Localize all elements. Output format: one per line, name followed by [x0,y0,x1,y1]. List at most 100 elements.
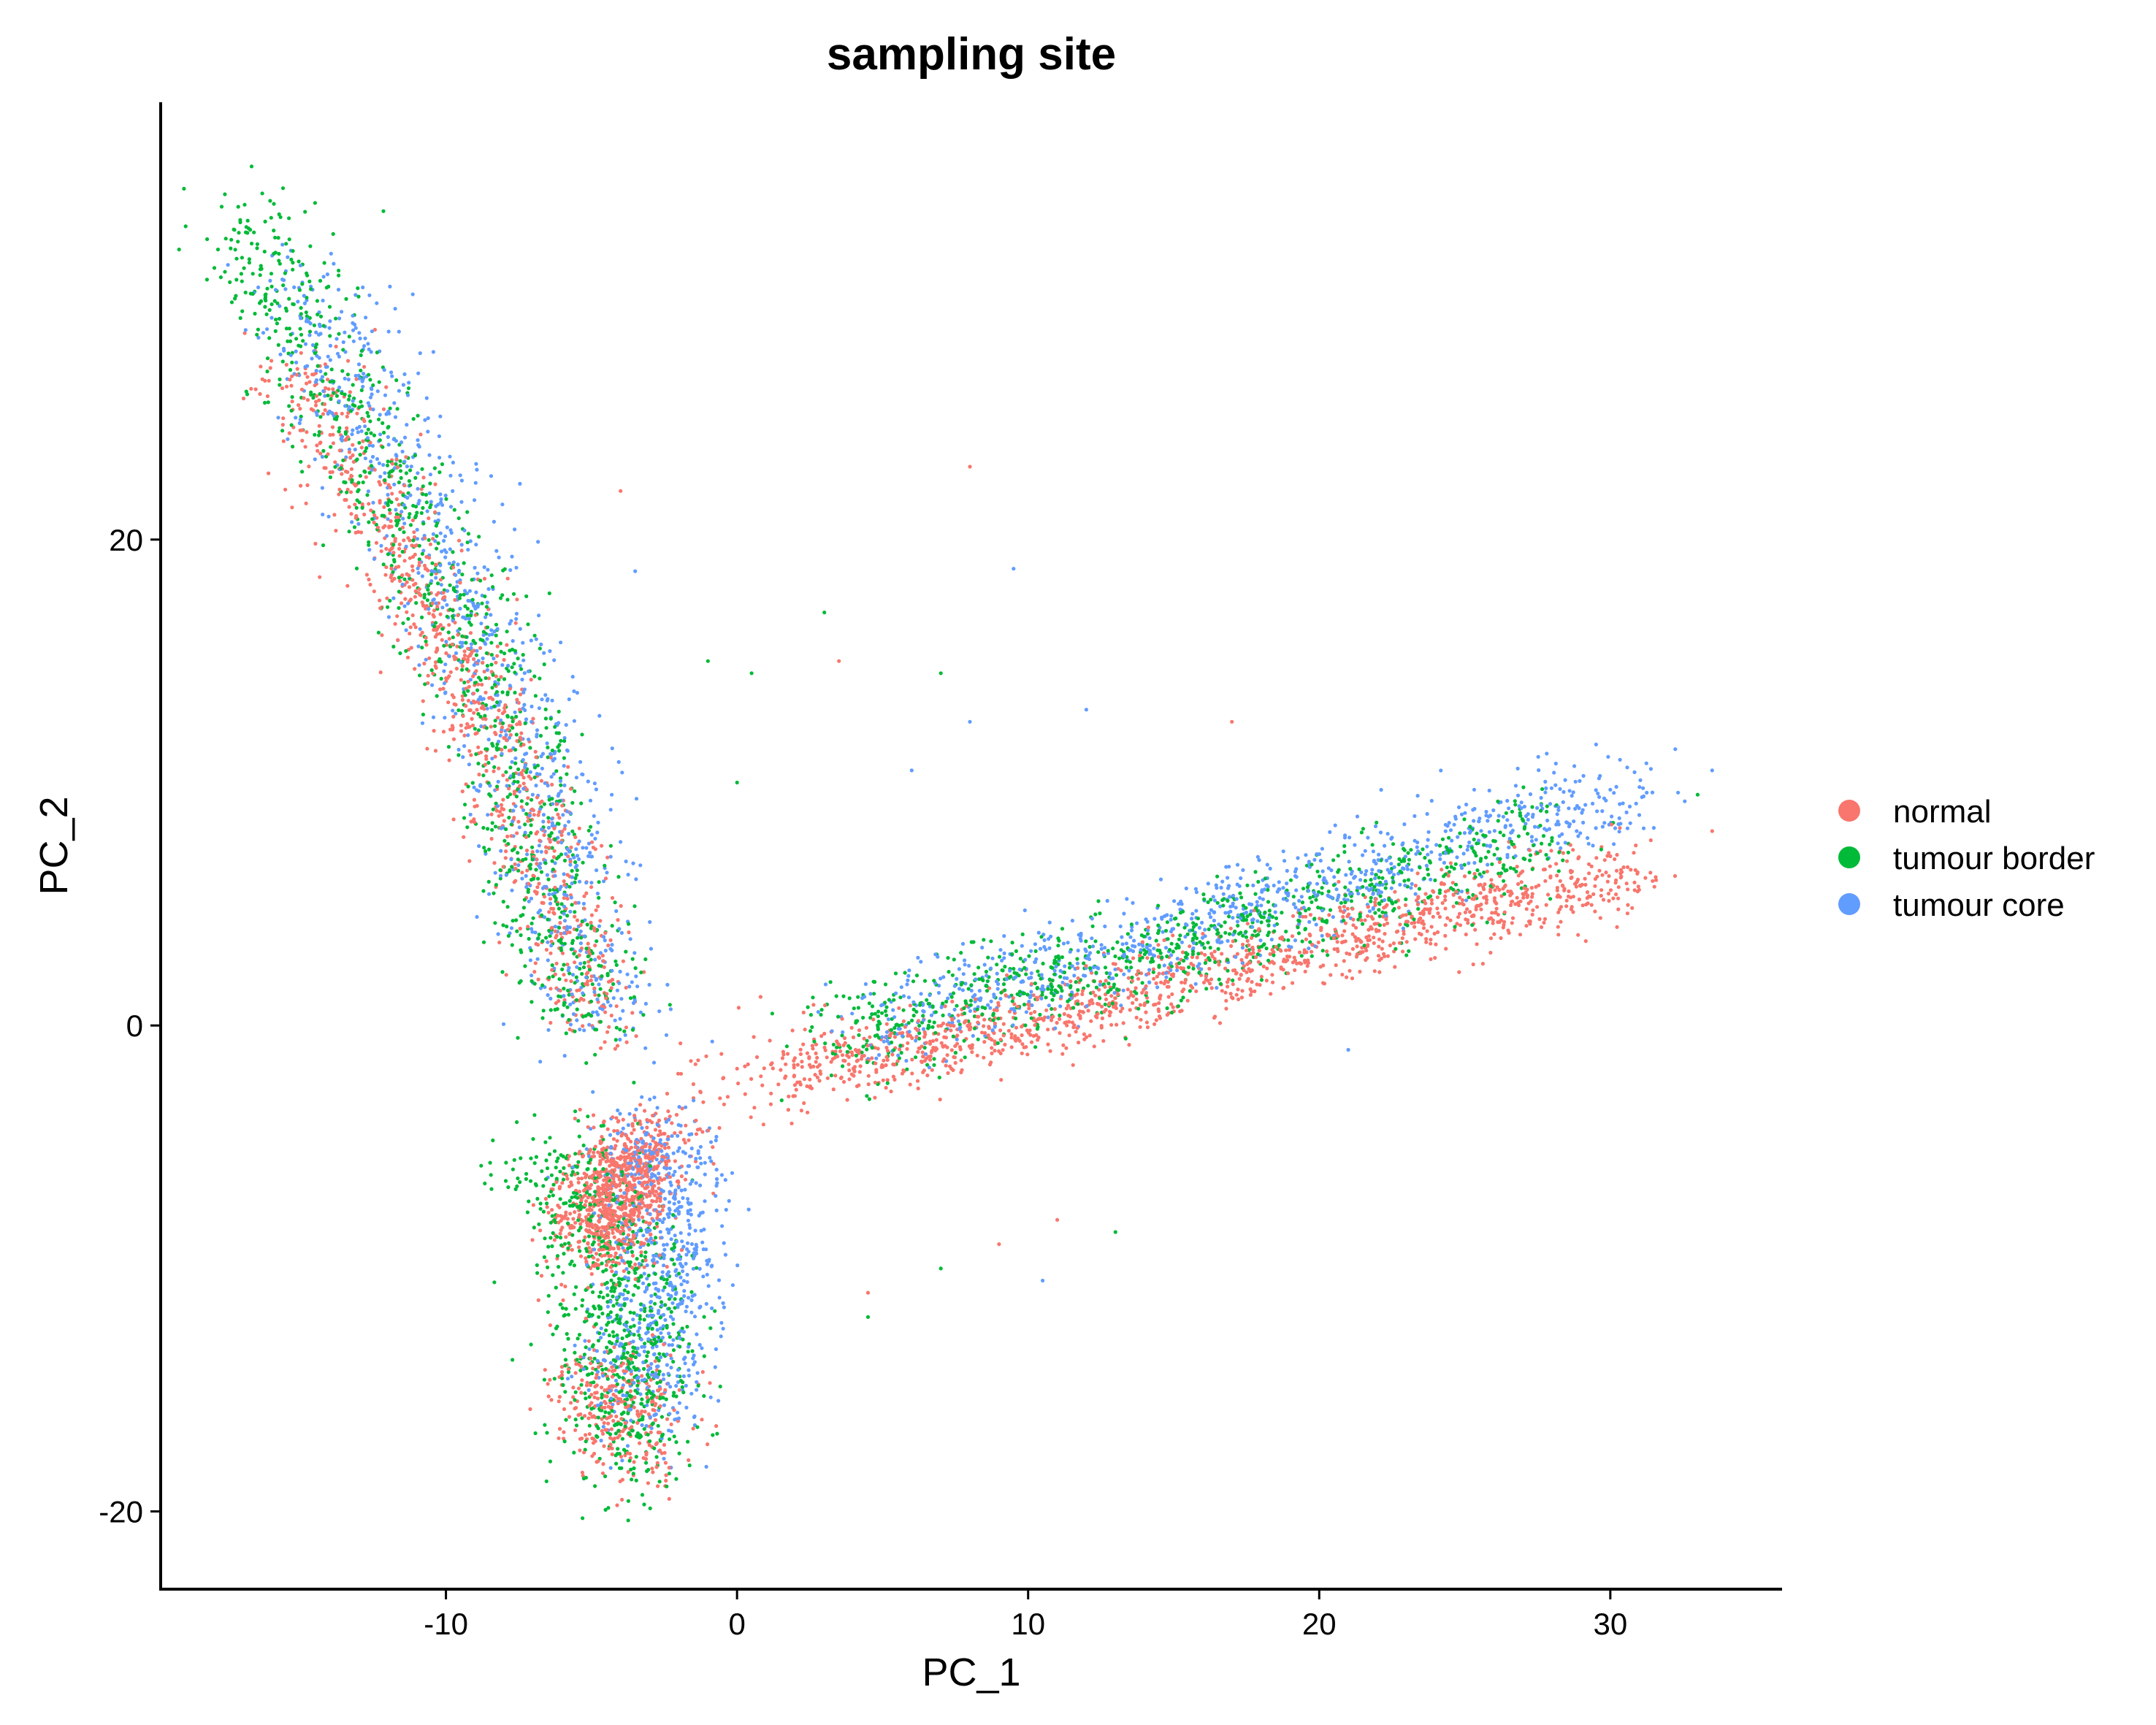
data-point-tumour-core [438,531,443,535]
data-point-normal [1604,871,1608,875]
data-point-tumour-core [363,456,367,461]
data-point-tumour-core [907,968,911,973]
data-point-normal [588,1383,593,1388]
data-point-tumour-core [921,1027,926,1031]
data-point-tumour-border [575,1007,579,1011]
data-point-normal [1400,936,1404,941]
data-point-normal [612,1235,616,1239]
data-point-tumour-border [708,1326,713,1331]
data-point-tumour-border [245,231,250,235]
data-point-normal [593,944,597,948]
data-point-tumour-core [1578,779,1582,783]
data-point-tumour-border [573,1307,578,1311]
data-point-tumour-core [305,298,309,302]
data-point-normal [504,973,508,977]
data-point-normal [1079,1001,1085,1006]
data-point-tumour-core [427,491,432,495]
data-point-tumour-core [524,751,529,756]
data-point-tumour-border [1377,901,1381,906]
data-point-tumour-core [1193,887,1198,891]
data-point-tumour-core [325,272,329,277]
data-point-tumour-border [1548,842,1552,846]
data-point-tumour-core [704,1464,708,1469]
data-point-tumour-core [631,1317,635,1322]
data-point-normal [892,1077,897,1082]
data-point-normal [497,708,501,713]
data-point-normal [1429,938,1433,942]
data-point-tumour-border [491,585,495,589]
data-point-tumour-border [565,1331,569,1336]
data-point-tumour-border [947,970,951,974]
data-point-tumour-border [603,1410,608,1415]
data-point-tumour-border [609,1289,613,1293]
data-point-tumour-core [529,896,534,900]
data-point-tumour-core [1532,825,1537,829]
data-point-tumour-core [1226,938,1230,943]
data-point-tumour-core [370,329,374,334]
data-point-tumour-border [989,939,993,944]
data-point-tumour-core [1612,842,1616,846]
data-point-tumour-border [558,776,563,781]
data-point-normal [318,451,323,456]
data-point-tumour-core [581,901,586,906]
data-point-normal [462,649,467,654]
data-point-tumour-border [779,1098,784,1103]
data-point-tumour-border [535,1263,539,1267]
data-point-normal [253,387,258,391]
data-point-normal [1145,956,1150,960]
data-point-tumour-core [661,1372,665,1377]
data-point-tumour-core [521,757,525,762]
data-point-tumour-core [665,1363,670,1367]
data-point-normal [413,581,418,586]
data-point-normal [307,464,311,469]
data-point-normal [595,1258,600,1262]
data-point-tumour-border [273,329,278,333]
data-point-tumour-core [577,857,581,862]
data-point-tumour-border [1499,871,1503,876]
data-point-normal [545,1205,549,1209]
data-point-tumour-border [652,1446,657,1450]
data-point-normal [564,1235,568,1239]
data-point-tumour-core [535,957,540,961]
data-point-normal [1599,893,1603,898]
data-point-tumour-border [835,1045,839,1049]
data-point-tumour-core [562,919,567,923]
data-point-tumour-core [437,434,442,438]
data-point-normal [736,1006,741,1010]
data-point-tumour-border [489,640,494,645]
data-point-tumour-core [226,263,230,267]
data-point-normal [1145,1025,1150,1030]
data-point-tumour-core [896,1053,901,1057]
data-point-normal [598,919,603,923]
data-point-normal [576,1386,581,1391]
data-point-normal [473,804,477,808]
data-point-normal [472,711,476,715]
data-point-normal [548,1377,552,1382]
data-point-tumour-core [1366,835,1370,840]
data-point-tumour-core [1007,995,1012,999]
data-point-tumour-core [623,1033,627,1037]
data-point-normal [1136,976,1141,981]
data-point-tumour-border [669,1309,673,1314]
data-point-normal [1234,971,1238,976]
data-point-normal [1304,937,1308,941]
data-point-tumour-core [556,794,560,798]
data-point-tumour-border [648,1506,652,1510]
data-point-tumour-border [397,480,402,485]
data-point-normal [1437,914,1442,919]
data-point-tumour-core [356,362,362,367]
data-point-tumour-core [335,351,340,356]
data-point-tumour-core [1383,844,1387,848]
data-point-tumour-border [291,261,295,265]
data-point-tumour-border [490,686,494,690]
data-point-tumour-core [321,389,326,394]
data-point-normal [1226,977,1231,982]
data-point-tumour-border [473,681,478,685]
data-point-normal [502,819,506,823]
data-point-tumour-core [722,1241,726,1245]
data-point-tumour-core [451,460,456,465]
data-point-tumour-border [660,1300,664,1304]
data-point-tumour-core [1203,927,1207,932]
data-point-tumour-core [368,395,373,399]
data-point-tumour-border [1195,936,1199,941]
